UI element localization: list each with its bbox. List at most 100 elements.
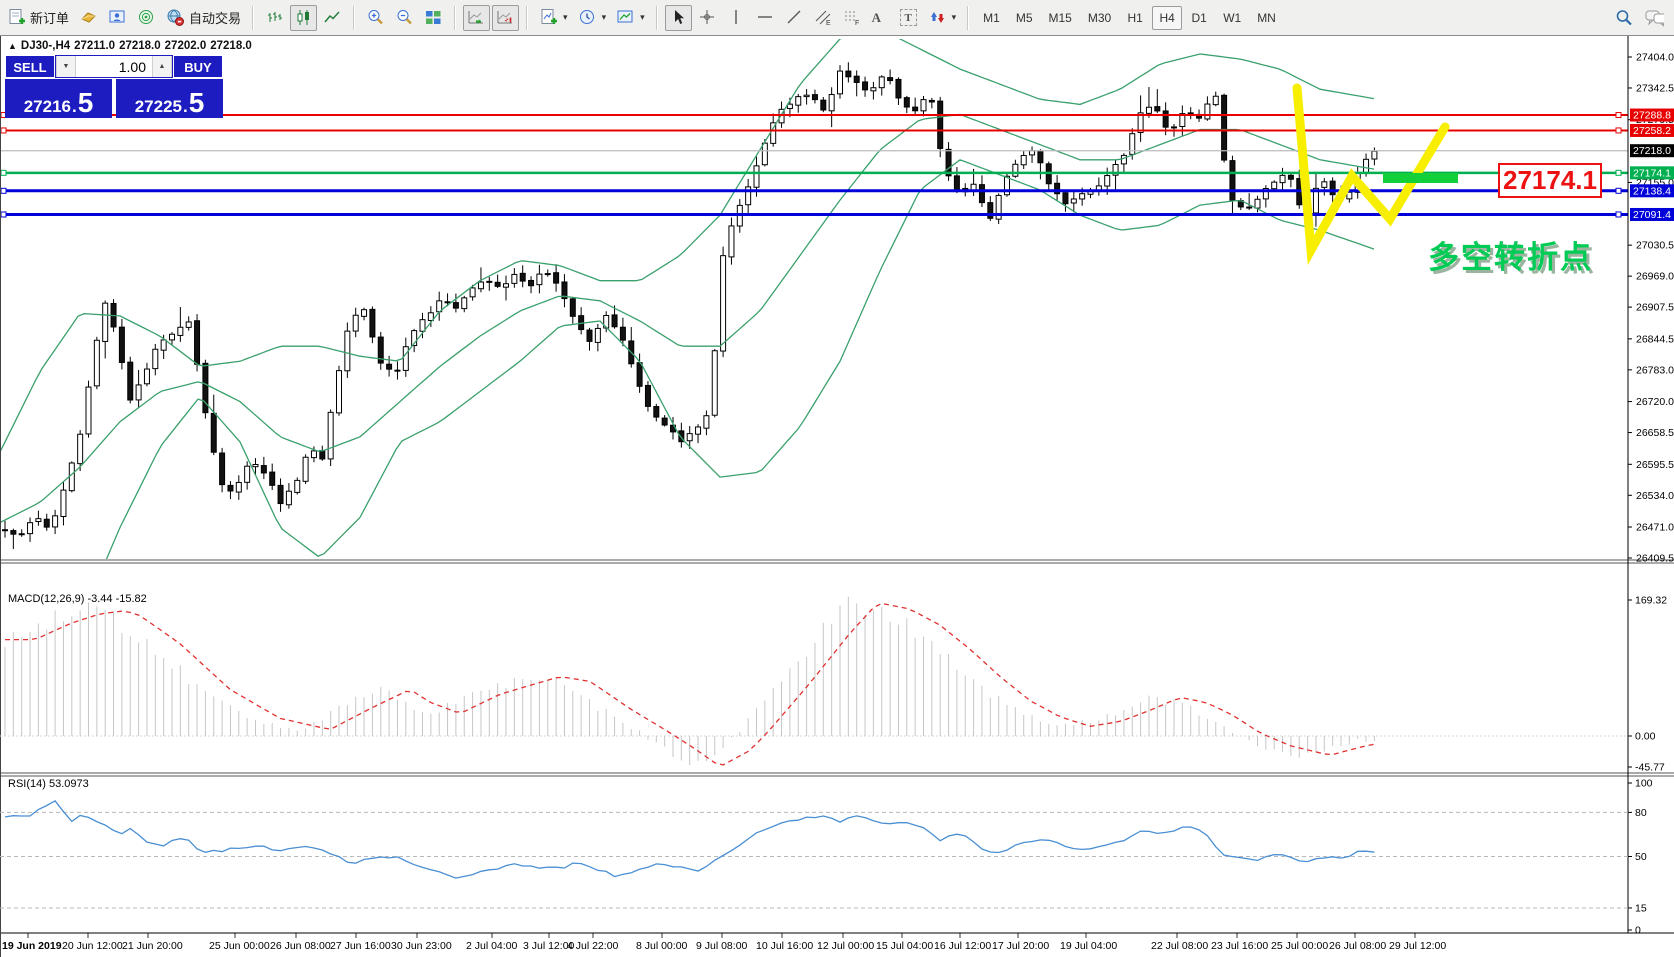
price-badge (1630, 166, 1674, 180)
chinese-annotation[interactable]: 多空转折点 (1428, 240, 1593, 275)
tile-windows-button[interactable] (420, 5, 447, 31)
volume-decrease-button[interactable]: ▼ (56, 56, 76, 77)
auto-trading-button[interactable]: 自动交易 (162, 5, 245, 31)
time-axis-label: 12 Jul 00:00 (817, 940, 874, 952)
time-axis-label: 25 Jul 00:00 (1271, 940, 1328, 952)
auto-scroll-button[interactable] (463, 4, 491, 31)
vertical-line-tool-button[interactable] (723, 5, 750, 31)
fibonacci-tool-button[interactable]: F (839, 5, 866, 31)
buy-price[interactable]: 27225. 5 (116, 79, 223, 118)
new-order-label: 新订单 (30, 11, 70, 26)
arrows-tool-button[interactable]: ▾ (924, 5, 961, 31)
zoom-out-button[interactable] (391, 5, 418, 31)
cursor-tool-button[interactable] (664, 4, 692, 31)
price-axis[interactable]: 27404.027342.527279.527155.027030.526969… (1628, 52, 1674, 565)
rsi-pane (0, 799, 1628, 909)
strategy-tester-button[interactable] (133, 5, 160, 31)
timeframe-m5-button[interactable]: M5 (1009, 6, 1040, 30)
hline-handle[interactable] (0, 169, 7, 176)
channel-tool-button[interactable]: E (810, 5, 837, 31)
volume-increase-button[interactable]: ▲ (152, 56, 172, 77)
text-label-tool-button[interactable]: T (896, 5, 922, 31)
hline-handle[interactable] (1615, 211, 1622, 218)
time-axis-label: 27 Jun 16:00 (330, 940, 391, 952)
toolbar-separator (526, 5, 529, 30)
hline-handle[interactable] (1615, 169, 1622, 176)
rsi-axis-label: 50 (1635, 851, 1647, 863)
text-tool-button[interactable]: A (868, 5, 894, 31)
macd-axis-label: 0.00 (1635, 731, 1656, 743)
band-upper (0, 39, 1375, 453)
macd-pane (0, 596, 1628, 766)
hline-handle[interactable] (1615, 187, 1622, 194)
price-tick-label: 26658.5 (1636, 427, 1674, 439)
hline-handle[interactable] (1615, 127, 1622, 134)
timeframe-w1-button[interactable]: W1 (1216, 6, 1248, 30)
text-label-glyph: T (904, 11, 912, 24)
trendline-tool-button[interactable] (781, 5, 808, 31)
hline-handle[interactable] (0, 211, 7, 218)
periods-button[interactable]: ▾ (574, 5, 611, 31)
green-highlight-drawing[interactable] (1383, 173, 1458, 183)
timeframe-m15-button[interactable]: M15 (1042, 6, 1079, 30)
toolbar-separator (967, 5, 970, 30)
rsi-axis: 100 80 50 15 0 RSI(14) 53.0973 (8, 778, 1653, 937)
clock-icon (578, 8, 597, 27)
price-callout-box[interactable]: 27174.1 (1498, 163, 1602, 198)
timeframe-mn-button[interactable]: MN (1250, 6, 1283, 30)
toolbar-separator (655, 5, 658, 30)
indicators-button[interactable]: ▾ (535, 5, 572, 31)
price-dot: . (71, 97, 77, 116)
new-order-button[interactable]: 新订单 (3, 5, 73, 31)
chart-files-button[interactable] (75, 5, 102, 31)
price-badge-label: 27138.4 (1633, 185, 1671, 197)
buy-button[interactable]: BUY (173, 55, 223, 78)
horizontal-line-tool-button[interactable] (752, 5, 779, 31)
price-tick-label: 26595.5 (1636, 459, 1674, 471)
time-axis[interactable]: 19 Jun 2019 20 Jun 12:00 21 Jun 20:00 25 Ju… (2, 933, 1446, 952)
templates-button[interactable]: ▾ (612, 5, 649, 31)
volume-input[interactable] (76, 56, 152, 77)
search-icon[interactable] (1614, 8, 1633, 27)
candlestick-chart-button[interactable] (290, 4, 318, 31)
timeframe-h4-button[interactable]: H4 (1152, 5, 1183, 30)
dropdown-arrow-icon: ▾ (640, 12, 645, 22)
horizontal-lines[interactable] (0, 112, 1628, 218)
zoom-in-button[interactable] (362, 5, 389, 31)
bar-chart-button[interactable] (261, 5, 288, 31)
toolbar-separator (252, 5, 255, 30)
chart-ohlc-title: ▲ DJ30-,H4 27211.0 27218.0 27202.0 27218.0 (8, 40, 256, 52)
macd-axis-label: 169.32 (1635, 595, 1667, 607)
timeframe-m1-button[interactable]: M1 (976, 6, 1007, 30)
terminal-button[interactable] (104, 5, 131, 31)
time-axis-label: 4 Jul 22:00 (567, 940, 619, 952)
time-axis-label: 15 Jul 04:00 (876, 940, 933, 952)
sell-price-pip: 5 (77, 87, 94, 119)
rsi-line (4, 799, 1375, 879)
rsi-axis-label: 100 (1635, 778, 1653, 790)
crosshair-tool-button[interactable] (694, 5, 721, 31)
chart-shift-button[interactable] (492, 4, 520, 31)
sell-price-main: 27216 (23, 97, 71, 116)
price-tick-label: 27030.5 (1636, 240, 1674, 252)
chart-files-icon (79, 8, 98, 27)
timeframe-h1-button[interactable]: H1 (1120, 6, 1150, 30)
yellow-zigzag-drawing[interactable] (1292, 83, 1450, 266)
sell-button[interactable]: SELL (5, 55, 55, 78)
chat-icon[interactable] (1645, 8, 1664, 27)
timeframe-d1-button[interactable]: D1 (1184, 6, 1214, 30)
text-label-icon: T (899, 9, 917, 26)
one-click-trading-panel: SELL ▼ ▲ BUY 27216.5 27225.5 (5, 55, 223, 118)
hline-handle[interactable] (0, 187, 7, 194)
hline-handle[interactable] (0, 127, 7, 134)
sell-price[interactable]: 27216. 5 (5, 79, 112, 118)
timeframe-m30-button[interactable]: M30 (1081, 6, 1118, 30)
hline-handle[interactable] (1615, 112, 1622, 119)
time-axis-label: 26 Jun 08:00 (270, 940, 331, 952)
line-chart-button[interactable] (319, 5, 346, 31)
candles-layer (2, 62, 1378, 550)
dropdown-arrow-icon: ▾ (563, 12, 568, 22)
time-axis-label: 25 Jun 00:00 (209, 940, 270, 952)
